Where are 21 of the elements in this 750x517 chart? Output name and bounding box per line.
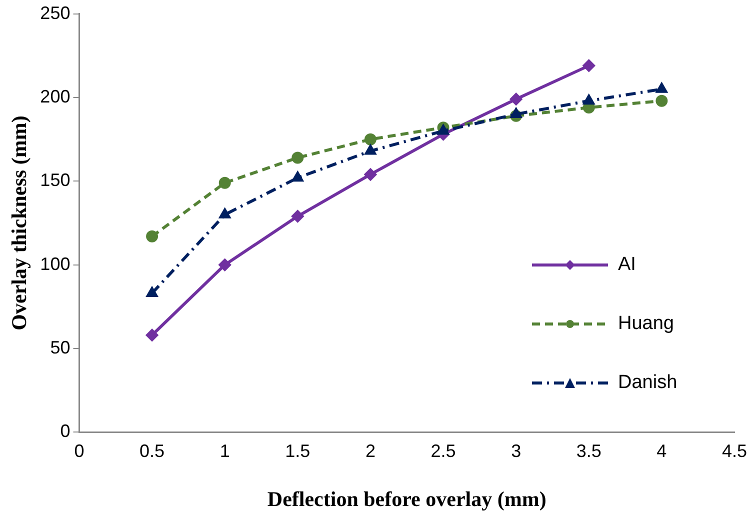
y-tick-label: 200 — [40, 86, 70, 106]
x-tick-label: 2 — [365, 440, 376, 461]
x-tick-label: 1.5 — [285, 440, 310, 461]
y-tick-label: 150 — [40, 170, 70, 190]
x-tick-label: 0 — [74, 440, 84, 461]
x-tick-label: 4 — [656, 440, 667, 461]
legend-label: Huang — [618, 313, 674, 335]
y-tick-label: 100 — [40, 254, 70, 274]
legend-label: AI — [618, 254, 636, 276]
x-tick-label: 0.5 — [140, 440, 165, 461]
x-tick-label: 3 — [511, 440, 522, 461]
x-tick-label: 4.5 — [722, 440, 748, 461]
y-tick-label: 250 — [40, 2, 70, 23]
y-axis-title: Overlay thickness (mm) — [7, 116, 32, 330]
x-tick-label: 1 — [220, 440, 230, 461]
x-axis-title: Deflection before overlay (mm) — [267, 486, 546, 511]
legend-label: Danish — [618, 372, 678, 394]
y-tick-label: 0 — [60, 421, 70, 442]
x-tick-label: 2.5 — [430, 440, 456, 461]
y-tick-label: 50 — [50, 337, 70, 358]
x-tick-label: 3.5 — [576, 440, 602, 461]
